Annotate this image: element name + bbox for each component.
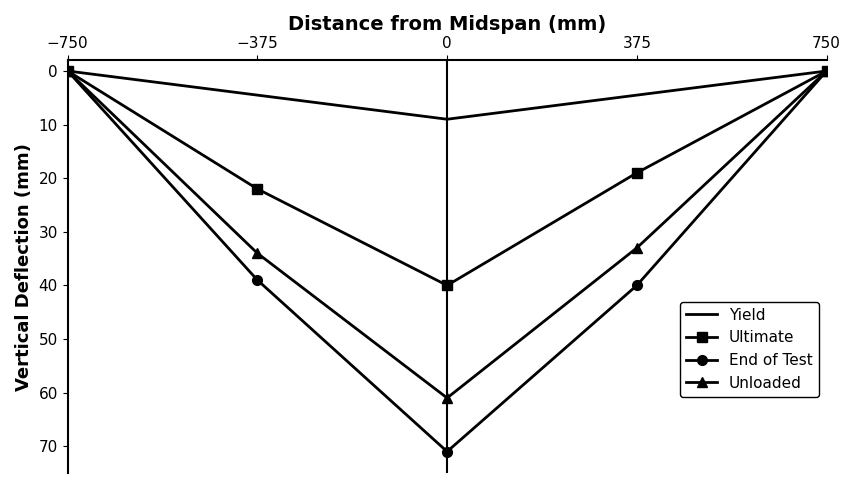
Yield xyxy=(442,116,452,122)
End of Test xyxy=(62,68,73,74)
Yield xyxy=(62,68,73,74)
Ultimate xyxy=(632,170,642,176)
Unloaded xyxy=(632,245,642,251)
Y-axis label: Vertical Deflection (mm): Vertical Deflection (mm) xyxy=(15,142,33,390)
Legend: Yield, Ultimate, End of Test, Unloaded: Yield, Ultimate, End of Test, Unloaded xyxy=(681,302,819,397)
Unloaded xyxy=(62,68,73,74)
Line: Yield: Yield xyxy=(68,71,827,119)
End of Test xyxy=(253,277,263,283)
Line: End of Test: End of Test xyxy=(62,66,831,456)
Unloaded xyxy=(253,250,263,256)
Yield xyxy=(822,68,832,74)
End of Test xyxy=(632,283,642,288)
Line: Ultimate: Ultimate xyxy=(62,66,831,290)
X-axis label: Distance from Midspan (mm): Distance from Midspan (mm) xyxy=(288,15,606,34)
Unloaded xyxy=(442,395,452,401)
Ultimate xyxy=(822,68,832,74)
Ultimate xyxy=(253,186,263,192)
Unloaded xyxy=(822,68,832,74)
Ultimate xyxy=(62,68,73,74)
Ultimate xyxy=(442,283,452,288)
Line: Unloaded: Unloaded xyxy=(62,66,831,403)
End of Test xyxy=(442,448,452,454)
End of Test xyxy=(822,68,832,74)
